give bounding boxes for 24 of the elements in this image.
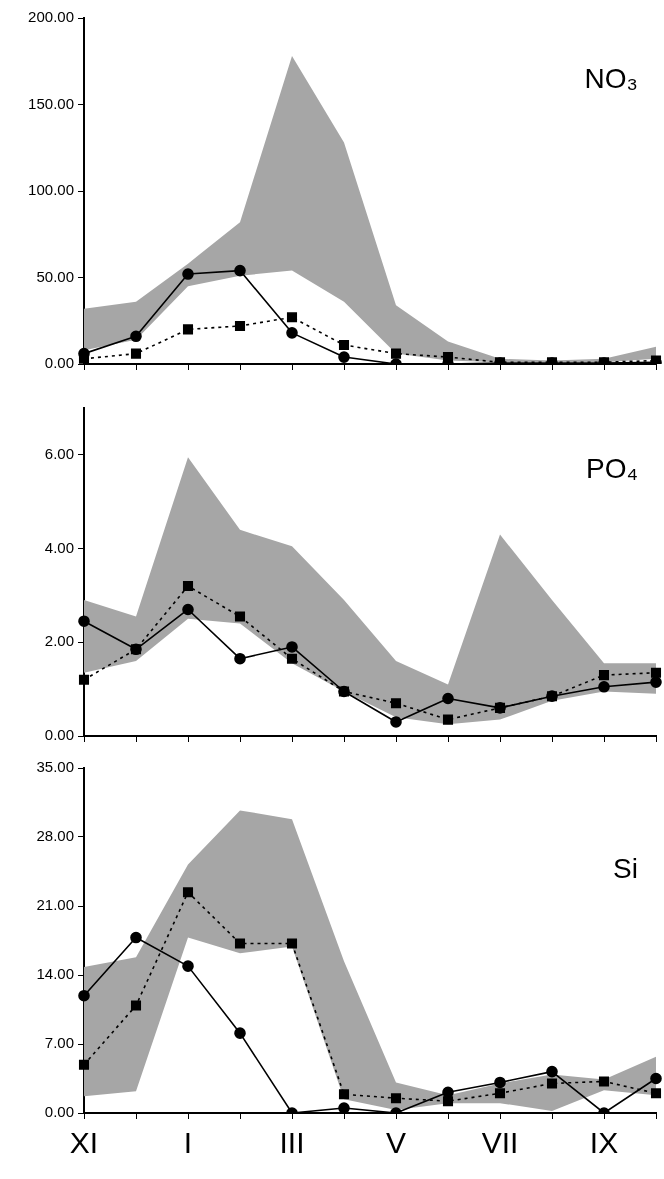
x-tick-label: V	[385, 1126, 407, 1160]
y-tick-label: 4.00	[44, 538, 74, 556]
text: Si	[613, 853, 638, 884]
x-tick-label: XI	[69, 1126, 99, 1160]
y-tick-label: 100.00	[28, 181, 74, 199]
x-tick-label: IX	[589, 1126, 619, 1160]
y-tick-label: 2.00	[44, 632, 74, 650]
y-tick-label: 200.00	[28, 8, 74, 26]
y-tick-label: 6.00	[44, 445, 74, 462]
y-tick-label: 28.00	[36, 827, 74, 845]
x-tick-label: III	[279, 1126, 305, 1160]
x-tick-label: VII	[481, 1126, 519, 1160]
text: NO₃	[584, 63, 638, 94]
text: PO₄	[586, 453, 638, 484]
y-tick-label: 150.00	[28, 94, 74, 112]
y-tick-label: 35.00	[36, 758, 74, 776]
y-tick-label: 14.00	[36, 965, 74, 983]
y-tick-label: 21.00	[36, 896, 74, 914]
y-tick-label: 0.00	[44, 1103, 74, 1121]
x-tick-label: I	[183, 1126, 193, 1160]
y-tick-label: 0.00	[44, 726, 74, 744]
y-tick-label: 50.00	[36, 267, 74, 285]
y-tick-label: 0.00	[44, 354, 74, 372]
y-tick-label: 7.00	[44, 1034, 74, 1052]
